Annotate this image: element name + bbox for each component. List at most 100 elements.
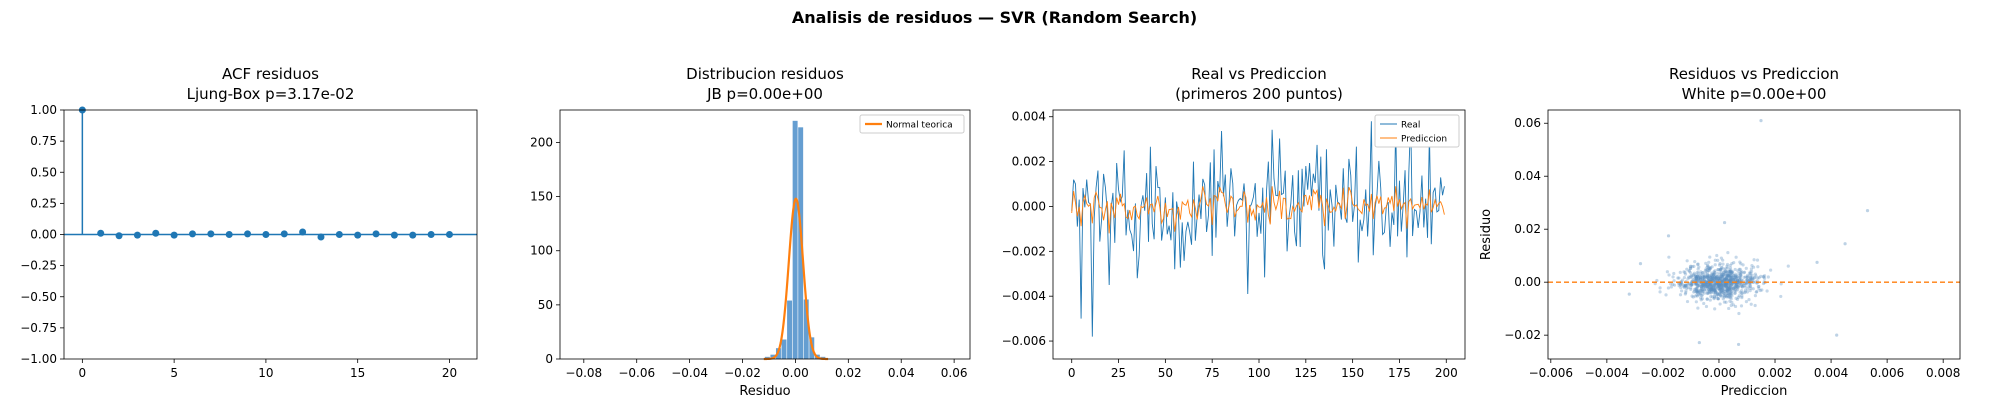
- scatter-point: [1742, 271, 1746, 275]
- scatter-point: [1720, 280, 1724, 284]
- scatter-point: [1705, 285, 1709, 289]
- scatter-point: [1730, 261, 1734, 266]
- y-tick-label: 150: [530, 190, 553, 204]
- scatter-point: [1694, 282, 1699, 286]
- scatter-point: [1717, 277, 1721, 281]
- scatter-point: [1700, 294, 1704, 298]
- scatter-point: [1749, 267, 1754, 271]
- scatter-point: [1724, 300, 1728, 304]
- stem-marker: [280, 230, 288, 238]
- stem-marker: [152, 229, 160, 237]
- x-tick-label: 25: [1111, 366, 1126, 380]
- scatter-point: [1740, 292, 1744, 296]
- scatter-point: [1734, 276, 1738, 280]
- scatter-point: [1693, 282, 1697, 286]
- scatter-point: [1722, 267, 1726, 271]
- scatter-point: [1699, 275, 1703, 279]
- scatter-point: [1724, 277, 1728, 281]
- scatter-point: [1742, 270, 1747, 274]
- scatter-point: [1731, 270, 1735, 274]
- scatter-point: [1721, 288, 1725, 293]
- scatter-point: [1684, 289, 1688, 293]
- scatter-point: [1728, 273, 1732, 277]
- scatter-point: [1737, 267, 1741, 271]
- scatter-point: [1713, 288, 1717, 292]
- scatter-point: [1727, 274, 1731, 278]
- scatter-point: [1694, 278, 1698, 283]
- scatter-point: [1740, 278, 1744, 282]
- scatter-point: [1682, 270, 1686, 274]
- scatter-point: [1722, 277, 1727, 282]
- scatter-point: [1710, 265, 1714, 269]
- scatter-point: [1695, 275, 1699, 279]
- scatter-point: [1748, 276, 1752, 280]
- scatter-point: [1704, 267, 1708, 271]
- scatter-point: [1694, 282, 1698, 286]
- scatter-point: [1735, 284, 1739, 288]
- scatter-point: [1716, 282, 1721, 286]
- scatter-point: [1728, 299, 1732, 303]
- scatter-point: [1738, 290, 1742, 294]
- scatter-point: [1712, 289, 1717, 293]
- scatter-point: [1757, 276, 1761, 280]
- scatter-point: [1684, 291, 1688, 295]
- scatter-point: [1713, 270, 1717, 275]
- scatter-point: [1720, 283, 1724, 287]
- legend: Real Prediccion: [1374, 114, 1460, 148]
- scatter-point: [1709, 278, 1713, 282]
- scatter-point: [1701, 275, 1705, 279]
- scatter-point: [1672, 279, 1676, 283]
- scatter-point: [1724, 285, 1728, 289]
- scatter-point: [1695, 287, 1699, 291]
- scatter-point: [1695, 294, 1699, 298]
- scatter-point: [1706, 291, 1710, 295]
- scatter-point: [1722, 270, 1726, 275]
- x-tick-label: −0.06: [618, 366, 655, 380]
- scatter-point: [1684, 284, 1688, 288]
- scatter-point: [1705, 276, 1709, 280]
- scatter-point: [1730, 271, 1734, 275]
- x-tick-label: 0: [79, 366, 87, 380]
- scatter-point: [1712, 284, 1716, 288]
- scatter-point: [1736, 288, 1740, 292]
- scatter-point: [1759, 274, 1763, 278]
- scatter-point: [1719, 286, 1723, 290]
- scatter-point: [1712, 270, 1716, 274]
- scatter-point: [1753, 303, 1757, 308]
- scatter-point: [1720, 279, 1724, 284]
- scatter-point: [1726, 274, 1730, 278]
- scatter-point: [1695, 270, 1699, 275]
- scatter-point: [1738, 267, 1742, 271]
- plot-area: [1071, 118, 1445, 337]
- scatter-point: [1732, 286, 1736, 290]
- scatter-point: [1727, 287, 1731, 292]
- scatter-point: [1710, 287, 1715, 292]
- scatter-point: [1742, 283, 1747, 288]
- scatter-point: [1718, 290, 1722, 295]
- scatter-point: [1709, 291, 1713, 295]
- scatter-point: [1709, 275, 1713, 279]
- scatter-point: [1733, 287, 1737, 292]
- stem-marker: [299, 228, 307, 236]
- scatter-point: [1716, 283, 1720, 287]
- y-tick-label: −0.75: [20, 321, 57, 335]
- scatter-point: [1676, 276, 1680, 280]
- scatter-point: [1703, 272, 1708, 276]
- scatter-point: [1723, 289, 1728, 293]
- scatter-point: [1721, 275, 1725, 279]
- scatter-point: [1715, 291, 1719, 296]
- scatter-point: [1709, 288, 1713, 292]
- scatter-point: [1713, 278, 1717, 282]
- scatter-point: [1704, 282, 1708, 286]
- scatter-point: [1707, 287, 1711, 292]
- scatter-point: [1695, 276, 1699, 281]
- scatter-point: [1683, 292, 1687, 296]
- scatter-point: [1697, 279, 1701, 283]
- scatter-point: [1815, 260, 1819, 264]
- scatter-point: [1714, 282, 1718, 286]
- scatter-point: [1717, 284, 1721, 288]
- scatter-point: [1725, 278, 1729, 283]
- scatter-point: [1714, 276, 1718, 280]
- scatter-point: [1755, 258, 1760, 262]
- scatter-point: [1720, 282, 1724, 286]
